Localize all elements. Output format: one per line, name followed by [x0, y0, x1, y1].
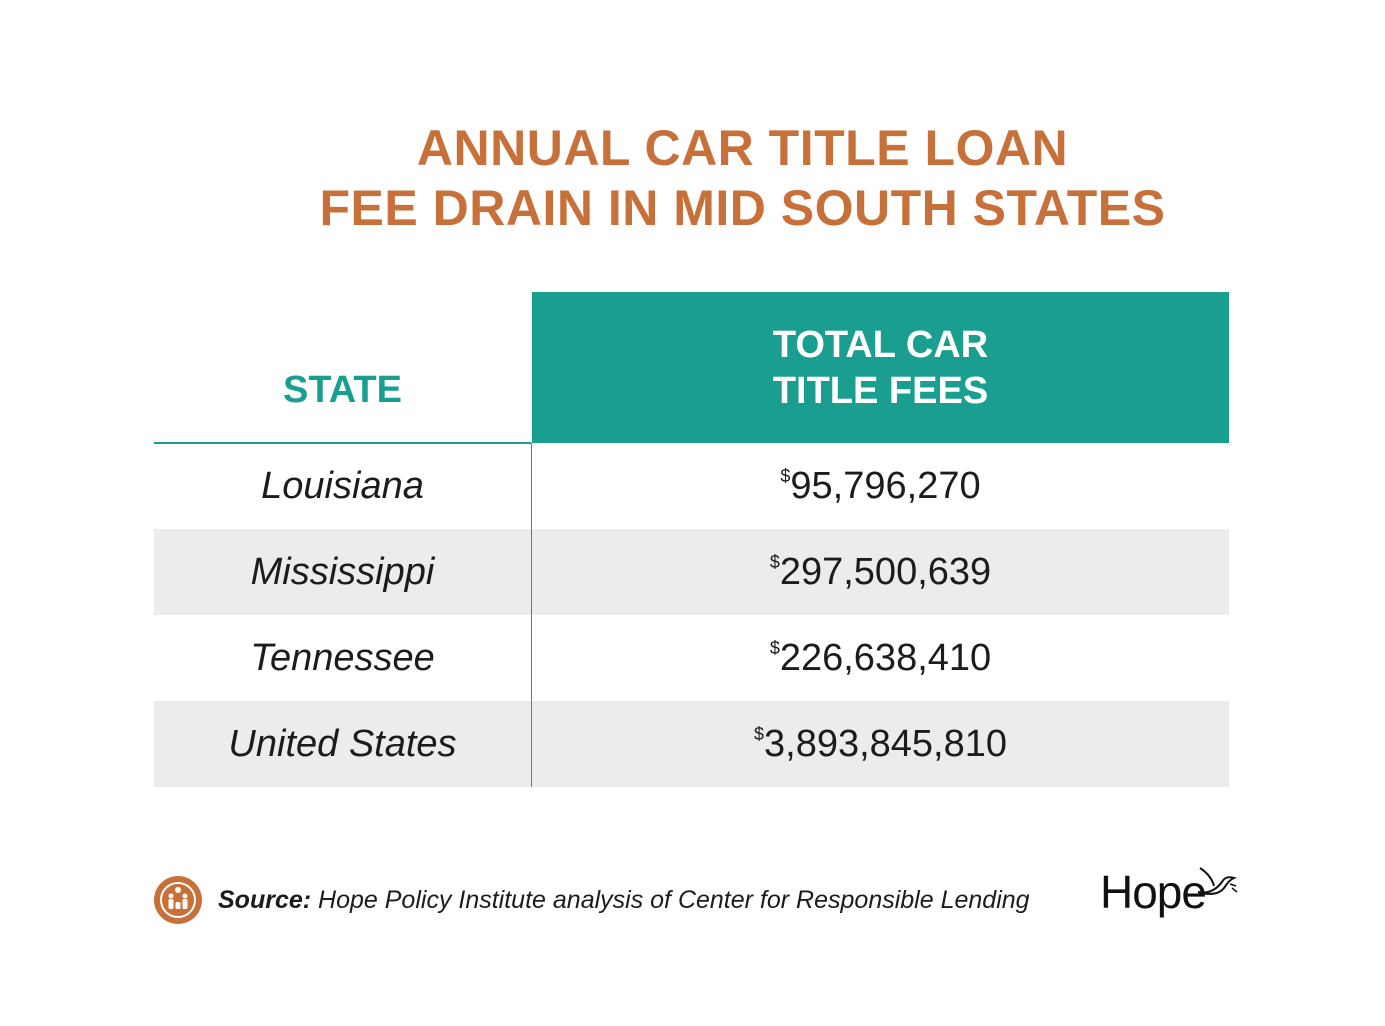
fees-table: STATE TOTAL CAR TITLE FEES Louisiana $95…	[154, 292, 1229, 787]
state-cell: Tennessee	[250, 637, 435, 679]
fee-value: 95,796,270	[790, 465, 981, 507]
currency-symbol: $	[780, 466, 791, 486]
hope-logo: Hope	[1100, 866, 1207, 918]
fee-cell: $95,796,270	[532, 443, 1229, 529]
currency-symbol: $	[769, 552, 780, 572]
fee-value: 3,893,845,810	[764, 723, 1008, 765]
state-header-label: STATE	[283, 369, 402, 411]
source-text: Source: Hope Policy Institute analysis o…	[218, 885, 1030, 915]
state-cell: Mississippi	[250, 551, 435, 593]
fee-cell: $3,893,845,810	[532, 701, 1229, 787]
fee-cell: $226,638,410	[532, 615, 1229, 701]
table-row: Tennessee $226,638,410	[154, 615, 1229, 701]
fee-cell: $297,500,639	[532, 529, 1229, 615]
dove-icon	[1197, 867, 1238, 895]
table-row: United States $3,893,845,810	[154, 701, 1229, 787]
source-description: Hope Policy Institute analysis of Center…	[318, 886, 1030, 914]
fee-value: 226,638,410	[779, 637, 992, 679]
title-line-1: ANNUAL CAR TITLE LOAN	[416, 120, 1069, 176]
page-title: ANNUAL CAR TITLE LOAN FEE DRAIN IN MID S…	[0, 118, 1385, 238]
fee-value: 297,500,639	[779, 551, 992, 593]
fees-header-line-2: TITLE FEES	[772, 370, 989, 412]
fees-header-line-1: TOTAL CAR	[772, 324, 989, 366]
title-line-2: FEE DRAIN IN MID SOUTH STATES	[319, 180, 1166, 236]
fees-column-header: TOTAL CAR TITLE FEES	[532, 292, 1229, 443]
state-column-header: STATE	[154, 292, 531, 444]
state-cell: United States	[228, 723, 457, 765]
family-icon	[154, 876, 202, 924]
state-cell: Louisiana	[261, 465, 424, 507]
table-header: STATE TOTAL CAR TITLE FEES	[154, 292, 1229, 444]
source-label: Source:	[218, 886, 312, 914]
source-footer: Source: Hope Policy Institute analysis o…	[154, 866, 1254, 926]
currency-symbol: $	[769, 638, 780, 658]
currency-symbol: $	[753, 724, 764, 744]
column-divider	[531, 443, 532, 787]
table-row: Mississippi $297,500,639	[154, 529, 1229, 615]
table-row: Louisiana $95,796,270	[154, 443, 1229, 529]
